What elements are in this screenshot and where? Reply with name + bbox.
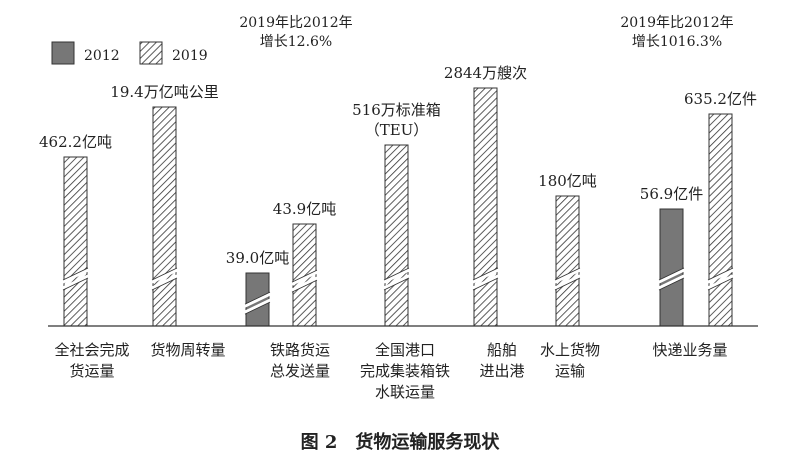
data-label: 2844万艘次 xyxy=(444,64,527,82)
bar-group: 180亿吨 xyxy=(538,172,597,327)
annotation-line: 2019年比2012年 xyxy=(239,15,352,31)
chart-caption: 图 2 货物运输服务现状 xyxy=(301,431,501,453)
data-label: 516万标准箱 xyxy=(352,101,441,119)
axis-break-mark xyxy=(151,267,178,291)
legend-swatch xyxy=(139,41,163,65)
axis-break-mark xyxy=(244,291,271,315)
category-label: 快递业务量 xyxy=(652,341,727,359)
bar-2019 xyxy=(555,195,580,327)
category-label: 船舶 xyxy=(487,341,517,359)
axis-break-mark xyxy=(383,267,410,291)
bar-2019 xyxy=(708,113,733,327)
bar-2019 xyxy=(152,106,177,327)
annotation-line: 增长1016.3% xyxy=(632,34,722,50)
bar-group: 2844万艘次 xyxy=(444,64,527,327)
legend-item-2012: 2012 xyxy=(51,41,120,65)
legend-label: 2019 xyxy=(172,48,208,64)
bar-group: 19.4万亿吨公里 xyxy=(110,83,219,327)
data-label: 462.2亿吨 xyxy=(39,133,112,151)
category-label: 货物周转量 xyxy=(150,341,225,359)
data-label: 180亿吨 xyxy=(538,172,597,190)
axis-break-mark xyxy=(554,267,581,291)
bar-group: 39.0亿吨 xyxy=(226,249,289,327)
category-label: 货运量 xyxy=(69,362,114,380)
category-label: 运输 xyxy=(555,362,585,380)
bar-group: 43.9亿吨 xyxy=(273,200,336,327)
data-label: 39.0亿吨 xyxy=(226,249,289,267)
bar-group: 56.9亿件 xyxy=(640,185,703,327)
bar-2019 xyxy=(384,144,409,327)
axis-break-mark xyxy=(291,269,318,293)
bar-2012 xyxy=(659,208,684,327)
legend: 2012 2019 xyxy=(51,41,208,65)
bar-2019 xyxy=(473,87,498,327)
legend-label: 2012 xyxy=(84,48,120,64)
data-label: 43.9亿吨 xyxy=(273,200,336,218)
bar-group: 462.2亿吨 xyxy=(39,133,112,327)
data-label: （TEU） xyxy=(365,121,429,139)
legend-item-2019: 2019 xyxy=(139,41,208,65)
axis-break-mark xyxy=(658,267,685,291)
annotation-line: 增长12.6% xyxy=(260,34,332,50)
annotation-line: 2019年比2012年 xyxy=(620,15,733,31)
category-label: 全国港口 xyxy=(375,341,435,359)
legend-swatch xyxy=(51,41,75,65)
category-label: 水联运量 xyxy=(375,383,435,401)
data-label: 635.2亿件 xyxy=(684,90,757,108)
axis-break-mark xyxy=(472,267,499,291)
bar-group: 516万标准箱 （TEU） xyxy=(352,101,441,327)
data-label: 19.4万亿吨公里 xyxy=(110,83,218,101)
axis-break-mark xyxy=(62,267,89,291)
category-label: 全社会完成 xyxy=(54,341,129,359)
data-label: 56.9亿件 xyxy=(640,185,703,203)
category-label: 完成集装箱铁 xyxy=(360,362,450,380)
bars: 462.2亿吨 19.4万亿吨公里 39.0亿吨 43.9亿吨 516万标准箱 （TEU）… xyxy=(39,64,757,327)
category-label: 铁路货运 xyxy=(270,341,330,359)
category-label: 进出港 xyxy=(479,362,524,380)
axis-break-mark xyxy=(707,267,734,291)
bar-group: 635.2亿件 xyxy=(684,90,757,327)
bar-2019 xyxy=(63,156,88,327)
category-label: 总发送量 xyxy=(270,362,330,380)
category-label: 水上货物 xyxy=(540,341,600,359)
